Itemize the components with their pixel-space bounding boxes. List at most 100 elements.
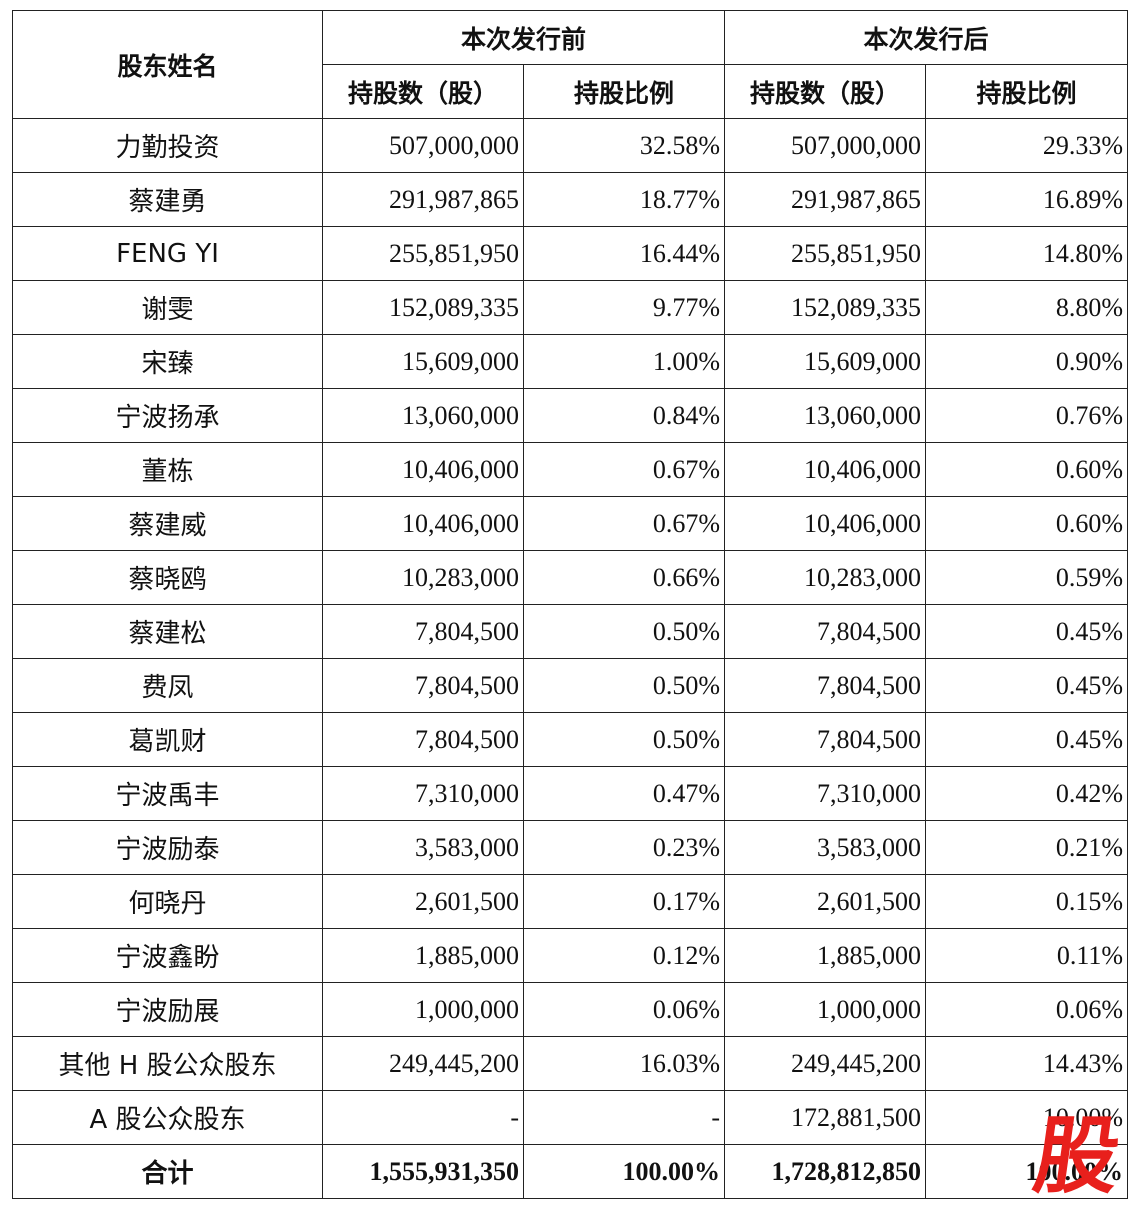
shareholder-name-cell: 蔡建威 — [12, 496, 323, 551]
after-shares-cell: 7,804,500 — [724, 604, 927, 659]
after-shares-cell: 7,804,500 — [724, 712, 927, 767]
before-ratio-cell: - — [522, 1090, 726, 1145]
before-ratio-cell: 0.50% — [522, 658, 726, 713]
after-shares-cell: 152,089,335 — [724, 280, 927, 335]
shareholder-name-cell: 宁波励泰 — [12, 820, 323, 875]
watermark-logo: 股 — [1028, 1107, 1126, 1205]
shareholder-name-cell: 费凤 — [12, 658, 323, 713]
before-shares-cell: - — [322, 1090, 524, 1145]
after-shares-cell: 249,445,200 — [724, 1036, 927, 1091]
after-shares-cell: 1,728,812,850 — [724, 1144, 927, 1199]
header-before-shares: 持股数（股） — [322, 64, 524, 119]
shareholding-table: 股东姓名 本次发行前 本次发行后 持股数（股） 持股比例 持股数（股） 持股比例… — [12, 10, 1129, 1199]
table-row: 其他 H 股公众股东 249,445,200 16.03% 249,445,200 14… — [12, 1036, 1129, 1091]
shareholder-name-cell: A 股公众股东 — [12, 1090, 323, 1145]
shareholder-name-cell: FENG YI — [12, 226, 323, 281]
before-shares-cell: 152,089,335 — [322, 280, 524, 335]
after-ratio-cell: 0.76% — [925, 388, 1129, 443]
before-ratio-cell: 0.67% — [522, 496, 726, 551]
before-shares-cell: 15,609,000 — [322, 334, 524, 389]
after-shares-cell: 1,000,000 — [724, 982, 927, 1037]
after-ratio-cell: 14.80% — [925, 226, 1129, 281]
before-ratio-cell: 0.67% — [522, 442, 726, 497]
after-ratio-cell: 100.00% — [925, 1144, 1129, 1199]
before-shares-cell: 249,445,200 — [322, 1036, 524, 1091]
after-ratio-cell: 0.45% — [925, 712, 1129, 767]
after-ratio-cell: 0.15% — [925, 874, 1129, 929]
before-ratio-cell: 32.58% — [522, 118, 726, 173]
after-shares-cell: 507,000,000 — [724, 118, 927, 173]
before-ratio-cell: 0.17% — [522, 874, 726, 929]
before-shares-cell: 1,885,000 — [322, 928, 524, 983]
header-after-issue: 本次发行后 — [724, 10, 1129, 65]
shareholder-name-cell: 何晓丹 — [12, 874, 323, 929]
table-row: 何晓丹 2,601,500 0.17% 2,601,500 0.15% — [12, 874, 1129, 929]
after-ratio-cell: 14.43% — [925, 1036, 1129, 1091]
table-row: 谢雯 152,089,335 9.77% 152,089,335 8.80% — [12, 280, 1129, 335]
after-ratio-cell: 0.60% — [925, 442, 1129, 497]
before-shares-cell: 10,283,000 — [322, 550, 524, 605]
before-shares-cell: 507,000,000 — [322, 118, 524, 173]
before-ratio-cell: 9.77% — [522, 280, 726, 335]
table-row: 宁波扬承 13,060,000 0.84% 13,060,000 0.76% — [12, 388, 1129, 443]
table-row: 宁波鑫盼 1,885,000 0.12% 1,885,000 0.11% — [12, 928, 1129, 983]
before-shares-cell: 291,987,865 — [322, 172, 524, 227]
after-shares-cell: 15,609,000 — [724, 334, 927, 389]
shareholder-name-cell: 其他 H 股公众股东 — [12, 1036, 323, 1091]
before-shares-cell: 255,851,950 — [322, 226, 524, 281]
before-ratio-cell: 0.23% — [522, 820, 726, 875]
before-shares-cell: 10,406,000 — [322, 442, 524, 497]
table-row: 葛凯财 7,804,500 0.50% 7,804,500 0.45% — [12, 712, 1129, 767]
after-shares-cell: 7,310,000 — [724, 766, 927, 821]
header-before-issue: 本次发行前 — [321, 10, 726, 65]
after-shares-cell: 13,060,000 — [724, 388, 927, 443]
before-ratio-cell: 16.44% — [522, 226, 726, 281]
table-row: 力勤投资 507,000,000 32.58% 507,000,000 29.33% — [12, 118, 1129, 173]
header-after-ratio: 持股比例 — [925, 64, 1129, 119]
shareholder-name-cell: 蔡建勇 — [12, 172, 323, 227]
before-shares-cell: 7,804,500 — [322, 604, 524, 659]
header-after-shares: 持股数（股） — [724, 64, 927, 119]
after-ratio-cell: 0.21% — [925, 820, 1129, 875]
after-ratio-cell: 16.89% — [925, 172, 1129, 227]
header-shareholder-name: 股东姓名 — [12, 10, 323, 119]
shareholder-name-cell: 董栋 — [12, 442, 323, 497]
shareholder-name-cell: 谢雯 — [12, 280, 323, 335]
before-shares-cell: 7,804,500 — [322, 712, 524, 767]
table-row: 宁波禹丰 7,310,000 0.47% 7,310,000 0.42% — [12, 766, 1129, 821]
before-ratio-cell: 0.66% — [522, 550, 726, 605]
after-shares-cell: 255,851,950 — [724, 226, 927, 281]
after-shares-cell: 1,885,000 — [724, 928, 927, 983]
after-shares-cell: 2,601,500 — [724, 874, 927, 929]
table-row: FENG YI 255,851,950 16.44% 255,851,950 14.80… — [12, 226, 1129, 281]
table-row: 费凤 7,804,500 0.50% 7,804,500 0.45% — [12, 658, 1129, 713]
after-shares-cell: 291,987,865 — [724, 172, 927, 227]
after-ratio-cell: 0.45% — [925, 658, 1129, 713]
table-row: 宁波励泰 3,583,000 0.23% 3,583,000 0.21% — [12, 820, 1129, 875]
before-shares-cell: 2,601,500 — [322, 874, 524, 929]
after-shares-cell: 172,881,500 — [724, 1090, 927, 1145]
before-shares-cell: 10,406,000 — [322, 496, 524, 551]
after-ratio-cell: 29.33% — [925, 118, 1129, 173]
table-body: 力勤投资 507,000,000 32.58% 507,000,000 29.33% 蔡建… — [12, 118, 1129, 1199]
table-row: 宋臻 15,609,000 1.00% 15,609,000 0.90% — [12, 334, 1129, 389]
shareholder-name-cell: 合计 — [12, 1144, 323, 1199]
before-ratio-cell: 0.06% — [522, 982, 726, 1037]
shareholder-name-cell: 宁波扬承 — [12, 388, 323, 443]
table-row: 蔡建松 7,804,500 0.50% 7,804,500 0.45% — [12, 604, 1129, 659]
before-ratio-cell: 100.00% — [522, 1144, 726, 1199]
before-ratio-cell: 1.00% — [522, 334, 726, 389]
after-ratio-cell: 0.90% — [925, 334, 1129, 389]
shareholder-name-cell: 力勤投资 — [12, 118, 323, 173]
after-ratio-cell: 0.59% — [925, 550, 1129, 605]
total-row: 合计 1,555,931,350 100.00% 1,728,812,850 100.0… — [12, 1144, 1129, 1199]
after-shares-cell: 10,406,000 — [724, 442, 927, 497]
after-shares-cell: 10,406,000 — [724, 496, 927, 551]
table-row: 蔡晓鸥 10,283,000 0.66% 10,283,000 0.59% — [12, 550, 1129, 605]
before-ratio-cell: 0.12% — [522, 928, 726, 983]
before-ratio-cell: 0.50% — [522, 604, 726, 659]
table-row: 宁波励展 1,000,000 0.06% 1,000,000 0.06% — [12, 982, 1129, 1037]
before-shares-cell: 13,060,000 — [322, 388, 524, 443]
header-row-1: 股东姓名 本次发行前 本次发行后 — [12, 10, 1129, 119]
after-ratio-cell: 0.42% — [925, 766, 1129, 821]
